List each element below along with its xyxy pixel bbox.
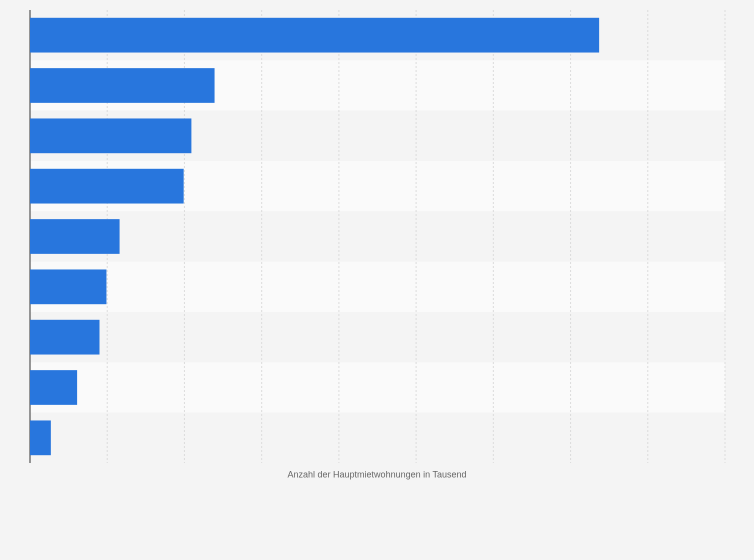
bar	[30, 319, 100, 355]
bar	[30, 68, 215, 103]
row-stripe	[30, 211, 725, 262]
bars	[30, 17, 600, 456]
row-stripe	[30, 412, 725, 463]
bar	[30, 168, 184, 204]
row-stripe	[30, 261, 725, 312]
x-axis-label: Anzahl der Hauptmietwohnungen in Tausend	[288, 469, 467, 479]
bar	[30, 219, 120, 254]
row-stripe	[30, 362, 725, 413]
bar	[30, 118, 192, 154]
row-stripe	[30, 312, 725, 363]
bar	[30, 269, 107, 305]
bar	[30, 370, 78, 405]
bar	[30, 17, 600, 53]
bar	[30, 420, 51, 456]
